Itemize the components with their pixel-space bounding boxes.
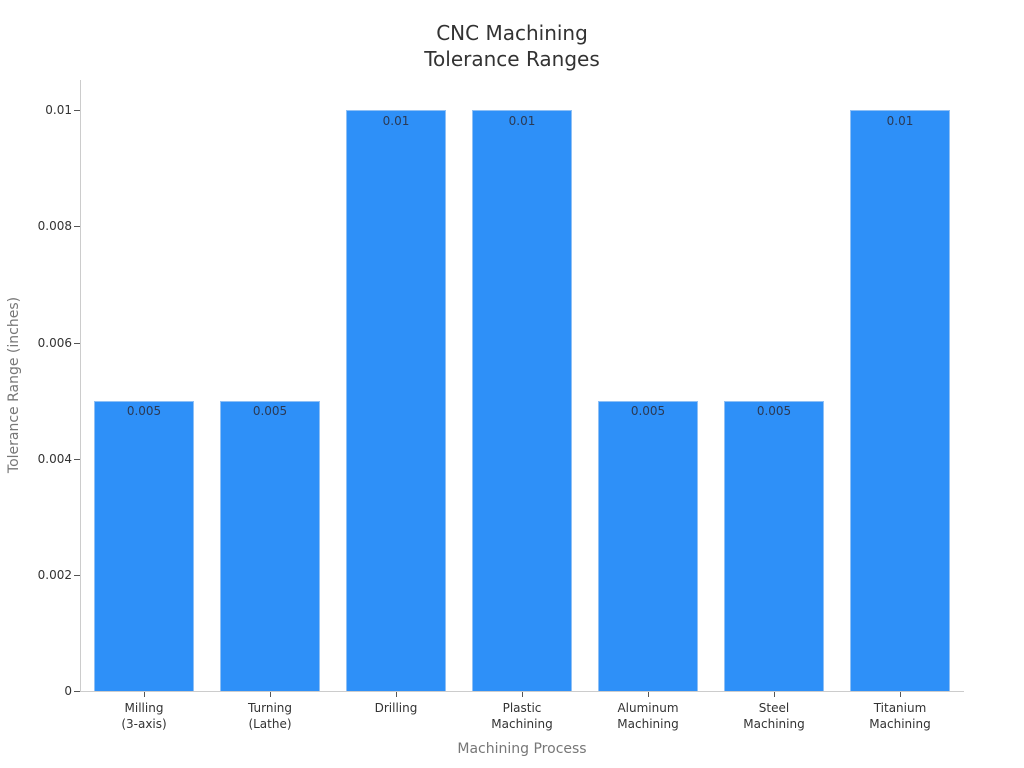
bar-value-label: 0.01 — [886, 114, 914, 128]
y-tick-label: 0.008 — [37, 219, 72, 233]
x-tick-label-line: (Lathe) — [248, 717, 292, 731]
y-tick-label: 0.01 — [45, 103, 72, 117]
bar-value-label: 0.005 — [252, 404, 288, 418]
bar-aluminum — [598, 401, 698, 691]
x-tick-label: Turning (Lathe) — [207, 700, 333, 732]
x-tick-label-line: Milling — [124, 701, 164, 715]
x-tick-label-line: Machining — [869, 717, 931, 731]
x-tick-label-line: Drilling — [374, 701, 418, 715]
x-axis-line — [80, 691, 964, 692]
chart-title-line-1: CNC Machining — [436, 21, 588, 45]
y-tick — [74, 575, 80, 576]
x-tick-label-line: (3-axis) — [121, 717, 167, 731]
bar-milling — [94, 401, 194, 691]
y-tick — [74, 110, 80, 111]
y-tick-label: 0.002 — [37, 568, 72, 582]
bar-titanium — [850, 110, 950, 691]
x-tick-label: Titanium Machining — [837, 700, 963, 732]
chart-title-line-2: Tolerance Ranges — [424, 47, 600, 71]
y-tick — [74, 226, 80, 227]
x-tick-label: Aluminum Machining — [585, 700, 711, 732]
x-tick-label-line: Steel — [758, 701, 790, 715]
x-tick-label: Milling (3-axis) — [81, 700, 207, 732]
bar-steel — [724, 401, 824, 691]
x-tick-label: Drilling — [333, 700, 459, 716]
y-tick — [74, 343, 80, 344]
chart-title: CNC Machining Tolerance Ranges — [0, 20, 1024, 72]
x-axis-label: Machining Process — [457, 741, 587, 757]
x-tick-label-line: Aluminum — [617, 701, 679, 715]
bar-value-label: 0.005 — [126, 404, 162, 418]
bar-value-label: 0.01 — [382, 114, 410, 128]
bar-value-label: 0.005 — [630, 404, 666, 418]
x-tick-label-line: Machining — [743, 717, 805, 731]
x-tick-label-line: Machining — [617, 717, 679, 731]
x-tick — [270, 692, 271, 697]
y-axis-line — [80, 80, 81, 692]
bar-value-label: 0.005 — [756, 404, 792, 418]
x-tick-label: Steel Machining — [711, 700, 837, 732]
y-tick — [74, 691, 80, 692]
x-tick-label-line: Machining — [491, 717, 553, 731]
y-tick-label: 0.006 — [37, 336, 72, 350]
x-tick — [144, 692, 145, 697]
x-tick-label-line: Titanium — [873, 701, 927, 715]
x-tick-label-line: Turning — [248, 701, 292, 715]
x-tick-label: Plastic Machining — [459, 700, 585, 732]
bar-turning — [220, 401, 320, 691]
y-tick-label: 0 — [64, 684, 72, 698]
y-tick-label: 0.004 — [37, 452, 72, 466]
x-tick — [774, 692, 775, 697]
x-tick — [396, 692, 397, 697]
bar-drilling — [346, 110, 446, 691]
x-tick-label-line: Plastic — [502, 701, 542, 715]
bar-plastic — [472, 110, 572, 691]
y-tick — [74, 459, 80, 460]
bar-value-label: 0.01 — [508, 114, 536, 128]
y-axis-label: Tolerance Range (inches) — [6, 296, 22, 474]
x-tick — [900, 692, 901, 697]
x-tick — [648, 692, 649, 697]
x-tick — [522, 692, 523, 697]
